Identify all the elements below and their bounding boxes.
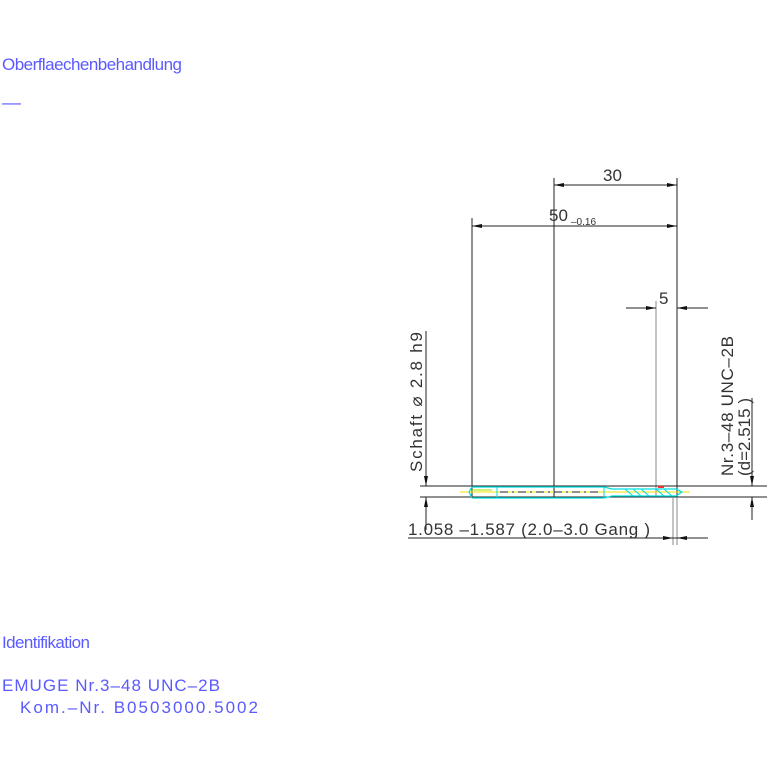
surface-treatment-value: –– (2, 93, 21, 112)
identification-line-1: EMUGE Nr.3–48 UNC–2B (2, 676, 220, 695)
dimension-30-label: 30 (603, 166, 622, 185)
identification-line-2: Kom.–Nr. B0503000.5002 (20, 698, 258, 717)
extension-lines (420, 178, 767, 545)
thread-dimension: Nr.3–48 UNC–2B (d=2.515 ) (718, 336, 754, 520)
chamfer-label: 1.058 –1.587 (2.0–3.0 Gang ) (408, 520, 650, 539)
dimension-30: 30 (554, 166, 677, 187)
flute-hatching (624, 488, 673, 497)
surface-treatment-label: Oberflaechenbehandlung (2, 55, 182, 74)
shank-diameter-dimension: Schaft ⌀ 2.8 h9 (407, 331, 428, 530)
shank-label: Schaft ⌀ 2.8 h9 (407, 332, 426, 472)
thread-label: Nr.3–48 UNC–2B (718, 336, 737, 476)
thread-diameter-label: (d=2.515 ) (735, 398, 754, 476)
dimension-5-label: 5 (659, 289, 668, 308)
dimension-50-tolerance: –0.16 (571, 217, 596, 228)
tool-outline (468, 486, 684, 499)
chamfer-dimension: 1.058 –1.587 (2.0–3.0 Gang ) (408, 520, 708, 540)
dimension-50: 50 –0.16 (472, 206, 677, 228)
dimension-50-label: 50 (549, 206, 568, 225)
dimension-5: 5 (626, 289, 708, 310)
identification-label: Identifikation (2, 633, 90, 652)
tap-tool (460, 486, 690, 499)
